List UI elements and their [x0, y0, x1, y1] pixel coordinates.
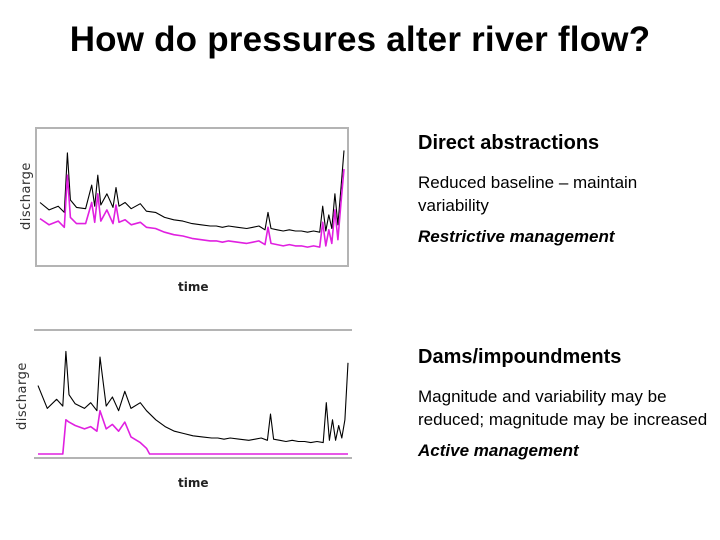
section-management: Active management	[418, 441, 579, 460]
section-heading: Dams/impoundments	[418, 346, 622, 368]
series-line-altered	[39, 168, 345, 248]
section-description: Magnitude and variability may be reduced…	[418, 387, 708, 429]
series-line-altered	[38, 409, 348, 455]
page-title: How do pressures alter river flow?	[69, 20, 651, 59]
series-line-natural	[39, 150, 345, 233]
chart-dams: discharge time	[15, 322, 358, 502]
series-line-natural	[37, 350, 349, 444]
section-heading: Direct abstractions	[418, 132, 600, 154]
plot-frame	[35, 127, 349, 267]
y-axis-label: discharge	[19, 162, 34, 230]
section-management: Restrictive management	[418, 227, 615, 246]
section-dams: Dams/impoundments Magnitude and variabil…	[418, 346, 708, 461]
section-description: Reduced baseline – maintain variability	[418, 173, 638, 215]
y-axis-label: discharge	[15, 362, 30, 430]
x-axis-label: time	[178, 476, 209, 490]
chart-abstractions-svg	[35, 127, 349, 267]
chart-dams-svg	[34, 329, 352, 459]
chart-abstractions: discharge time	[18, 120, 358, 300]
x-axis-label: time	[178, 280, 209, 294]
section-abstractions: Direct abstractions Reduced baseline – m…	[418, 132, 708, 247]
